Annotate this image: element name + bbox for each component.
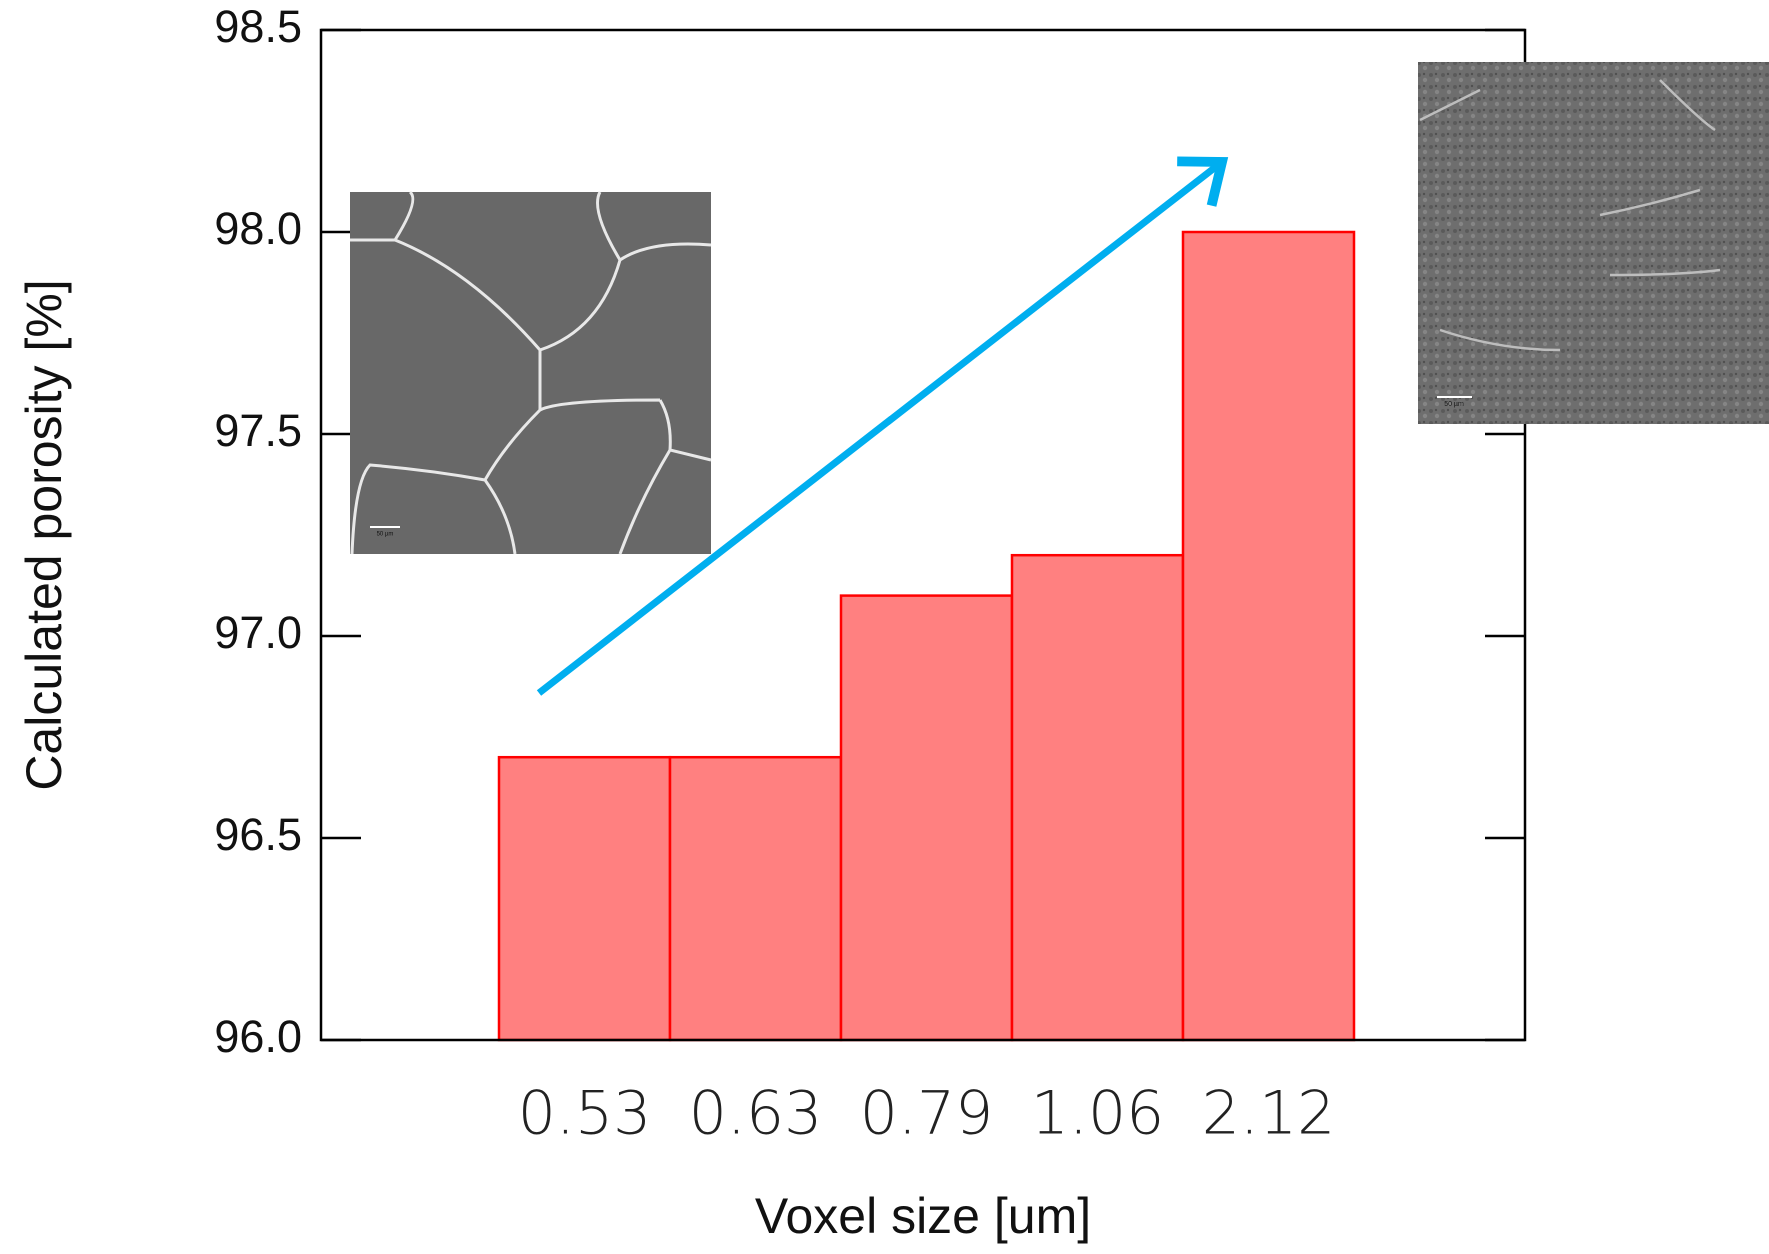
y-tick-label: 98.0 (214, 203, 302, 254)
bar (497, 755, 672, 1042)
trend-arrow (536, 156, 1229, 696)
inset-image-left: 50 µm (350, 190, 712, 555)
bar (1181, 230, 1356, 1042)
y-tick-label: 96.0 (214, 1011, 302, 1062)
inset-image-right: 50 µm (1418, 62, 1769, 424)
x-tick-label: 1.06 (1031, 1079, 1165, 1149)
y-tick-label: 98.5 (214, 1, 302, 52)
bar (839, 594, 1014, 1042)
bar (668, 755, 843, 1042)
plot-frame (319, 28, 1527, 1042)
x-tick-label: 2.12 (1202, 1079, 1336, 1149)
y-tick-label: 97.5 (214, 405, 302, 456)
y-tick-label: 96.5 (214, 809, 302, 860)
x-axis-title: Voxel size [um] (755, 1188, 1091, 1244)
x-tick-label: 0.63 (689, 1079, 823, 1149)
scale-label: 50 µm (377, 532, 394, 538)
x-tick-label: 0.53 (518, 1079, 652, 1149)
bar (1010, 553, 1185, 1042)
scale-label: 50 µm (1444, 401, 1464, 408)
x-tick-label: 0.79 (860, 1079, 994, 1149)
y-tick-label: 97.0 (214, 607, 302, 658)
y-axis-title: Calculated porosity [%] (16, 279, 72, 790)
plot-area: 0.53 0.63 0.79 1.06 2.12 96.0 96.5 97.0 97.5 98.0… (214, 1, 1527, 1149)
